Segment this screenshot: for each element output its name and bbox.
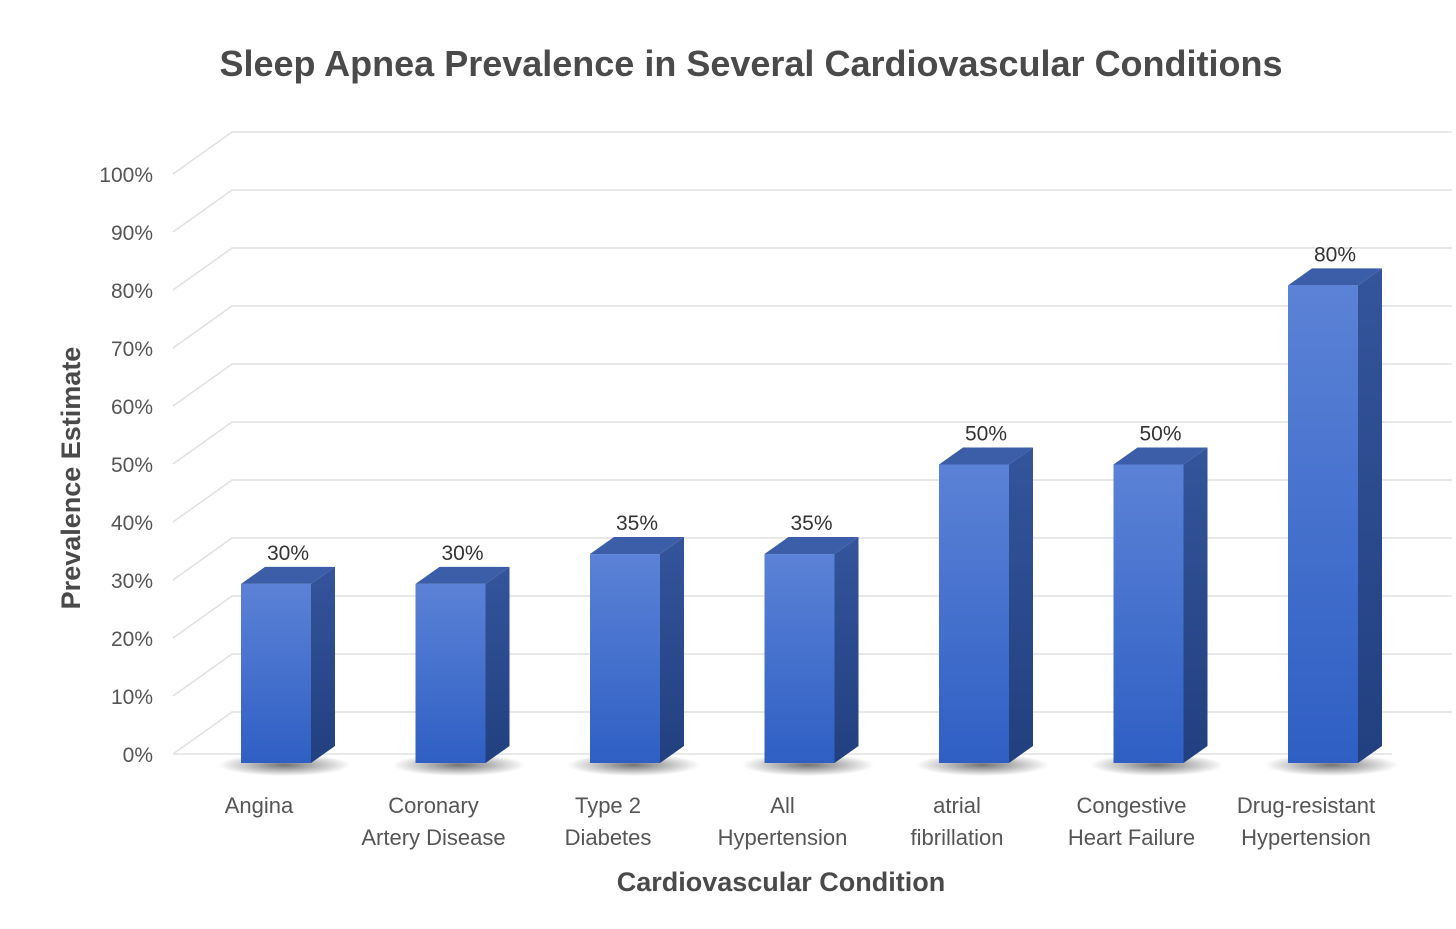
- gridline: [172, 131, 1452, 175]
- data-label: 80%: [1314, 243, 1356, 266]
- y-tick-label: 100%: [99, 164, 153, 187]
- data-label: 30%: [267, 542, 309, 565]
- chart-title: Sleep Apnea Prevalence in Several Cardio…: [219, 43, 1282, 84]
- data-label: 30%: [441, 542, 483, 565]
- bar-side: [1009, 447, 1033, 763]
- bar-top: [939, 447, 1033, 465]
- bar-side: [485, 566, 510, 763]
- bar-side: [1183, 447, 1208, 763]
- y-tick-label: 0%: [123, 744, 153, 767]
- x-tick-label: Angina: [225, 793, 294, 818]
- gridline: [172, 653, 1452, 697]
- bars: [217, 268, 1398, 776]
- y-tick-label: 20%: [111, 628, 153, 651]
- baseline: [172, 711, 1452, 755]
- gridline: [172, 363, 1452, 407]
- data-label: 35%: [616, 512, 658, 535]
- gridline: [172, 247, 1452, 291]
- gridline: [172, 421, 1452, 465]
- x-tick-label: Congestive Heart Failure: [1068, 793, 1195, 850]
- gridline: [172, 595, 1452, 639]
- y-tick-label: 90%: [111, 222, 153, 245]
- bar-top: [590, 537, 684, 555]
- bar-top: [1113, 447, 1208, 465]
- bar-side: [834, 537, 859, 763]
- y-tick-label: 10%: [111, 686, 153, 709]
- bar: [1113, 464, 1184, 763]
- y-tick-label: 60%: [111, 396, 153, 419]
- bar-top: [764, 537, 859, 555]
- data-label: 35%: [790, 512, 832, 535]
- bar-top: [241, 566, 335, 584]
- y-axis-title: Prevalence Estimate: [56, 347, 86, 610]
- bar: [1288, 285, 1358, 763]
- gridline: [172, 189, 1452, 233]
- bar: [415, 583, 486, 763]
- y-axis-ticks: 0% 10% 20% 30% 40% 50% 60% 70% 80% 90% 100%: [99, 164, 153, 767]
- data-label: 50%: [1139, 423, 1181, 446]
- x-tick-label: Type 2 Diabetes: [565, 793, 652, 850]
- bar-top: [1288, 268, 1382, 286]
- data-labels: 30% 30% 35% 35% 50% 50% 80%: [267, 243, 1356, 565]
- y-tick-label: 70%: [111, 338, 153, 361]
- gridline: [172, 537, 1452, 581]
- y-tick-label: 30%: [111, 570, 153, 593]
- gridline: [172, 305, 1452, 349]
- bar-side: [1358, 268, 1382, 763]
- x-tick-label: Drug-resistant Hypertension: [1237, 793, 1375, 850]
- x-tick-label: Coronary Artery Disease: [361, 793, 505, 850]
- bar: [764, 554, 835, 763]
- x-tick-label: atrial fibrillation: [911, 793, 1004, 850]
- x-axis-categories: Angina Coronary Artery Disease Type 2 Diabet…: [225, 793, 1375, 850]
- x-tick-label: All Hypertension: [718, 793, 848, 850]
- bar-side: [311, 566, 335, 763]
- bar: [241, 583, 311, 763]
- x-axis-title: Cardiovascular Condition: [617, 867, 946, 897]
- gridlines: [172, 131, 1452, 755]
- y-tick-label: 50%: [111, 454, 153, 477]
- bar-top: [415, 566, 510, 584]
- bar-side: [660, 537, 684, 763]
- data-label: 50%: [965, 423, 1007, 446]
- gridline: [172, 479, 1452, 523]
- bar: [939, 464, 1009, 763]
- y-tick-label: 80%: [111, 280, 153, 303]
- bar: [590, 554, 660, 763]
- y-tick-label: 40%: [111, 512, 153, 535]
